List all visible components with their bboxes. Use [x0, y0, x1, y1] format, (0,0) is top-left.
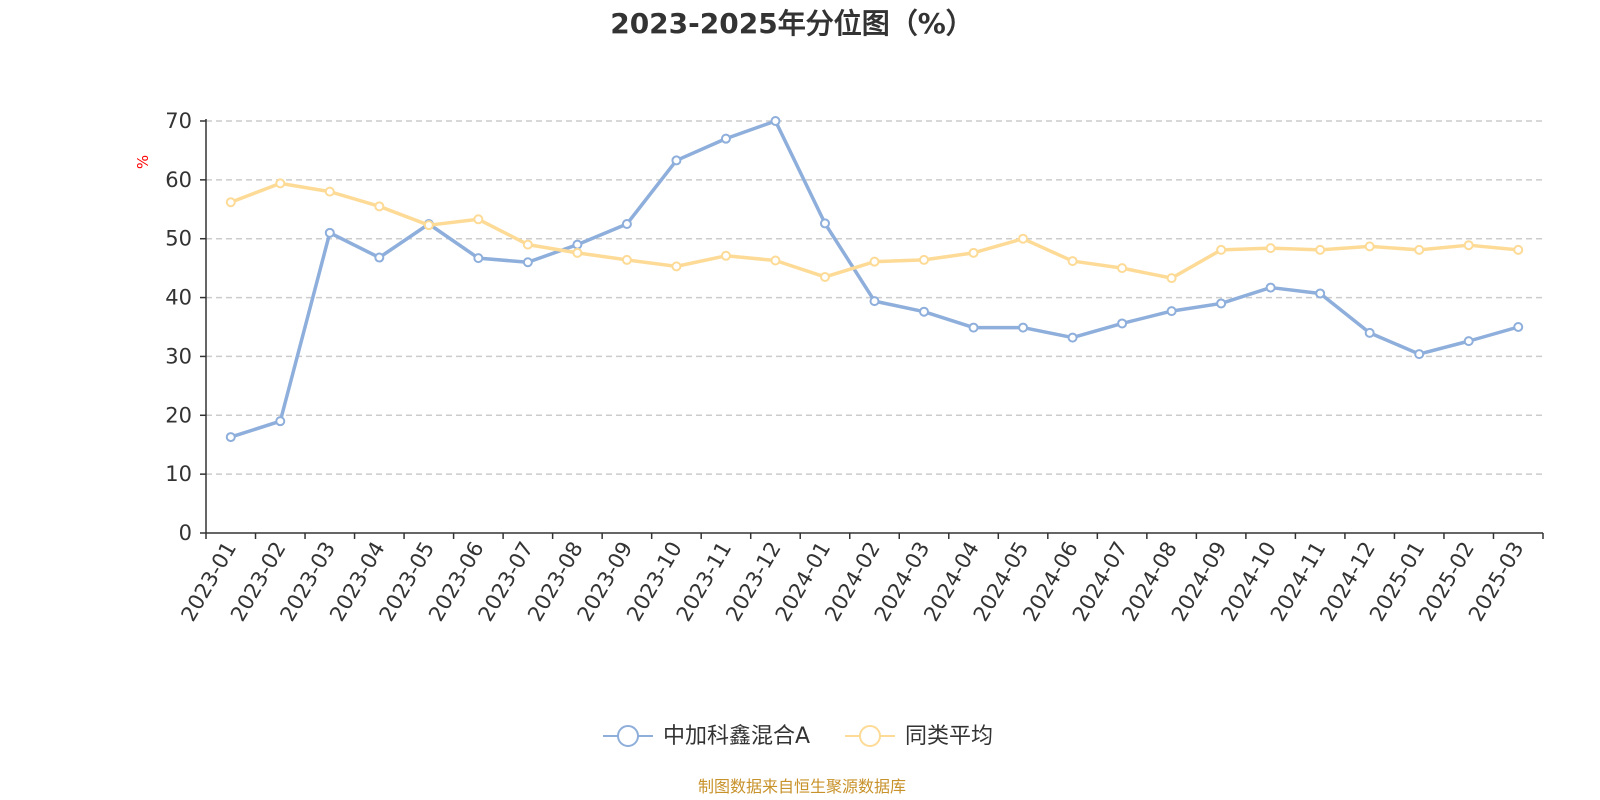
y-tick-label: 10 [165, 462, 192, 486]
data-point [324, 227, 335, 238]
data-point [1067, 256, 1078, 267]
legend-swatch-marker [859, 725, 881, 747]
series-2 [225, 178, 1524, 284]
data-point [374, 201, 385, 212]
data-point [225, 432, 236, 443]
data-point [1166, 273, 1177, 284]
data-point [1265, 282, 1276, 293]
y-tick-label: 40 [165, 286, 192, 310]
data-point [1414, 244, 1425, 255]
data-point [473, 253, 484, 264]
data-point [1315, 288, 1326, 299]
data-point [1463, 240, 1474, 251]
data-point [770, 255, 781, 266]
legend-item-series-1[interactable]: 中加科鑫混合A [603, 724, 810, 749]
data-point [1216, 298, 1227, 309]
data-point [1216, 244, 1227, 255]
y-tick-label: 50 [165, 227, 192, 251]
y-tick-label: 20 [165, 403, 192, 427]
data-point [671, 155, 682, 166]
data-point [720, 133, 731, 144]
data-point [1463, 336, 1474, 347]
legend: 中加科鑫混合A 同类平均 [603, 724, 993, 749]
axes: 0102030405060702023-012023-022023-032023… [165, 109, 1544, 625]
data-point [1018, 322, 1029, 333]
legend-label-series-2: 同类平均 [905, 724, 993, 749]
data-point [720, 250, 731, 261]
data-point [968, 322, 979, 333]
data-point [1364, 327, 1375, 338]
data-point [770, 116, 781, 126]
data-point [1067, 332, 1078, 343]
y-tick-label: 60 [165, 168, 192, 192]
legend-swatch-marker [617, 725, 639, 747]
data-point [572, 239, 583, 250]
data-point [522, 239, 533, 250]
data-point [1315, 244, 1326, 255]
data-point [869, 256, 880, 267]
data-point [473, 214, 484, 225]
legend-item-series-2[interactable]: 同类平均 [845, 724, 993, 749]
data-point [275, 416, 286, 427]
data-point [1513, 244, 1524, 255]
data-point [671, 261, 682, 272]
data-point [1166, 306, 1177, 317]
data-point [1018, 233, 1029, 244]
data-point [1513, 322, 1524, 332]
data-point [225, 197, 236, 208]
data-point [968, 247, 979, 258]
series-1 [225, 116, 1524, 443]
y-axis-unit-label: % [134, 155, 152, 169]
data-point [819, 271, 830, 282]
data-point [621, 254, 632, 265]
data-point [869, 296, 880, 307]
data-point [621, 219, 632, 229]
chart-title: 2023-2025年分位图（%） [610, 7, 974, 40]
data-point [374, 252, 385, 263]
data-point [572, 247, 583, 258]
series-lines [225, 116, 1524, 443]
data-point [819, 218, 830, 229]
y-tick-label: 30 [165, 344, 192, 368]
data-source-note: 制图数据来自恒生聚源数据库 [698, 777, 906, 796]
y-tick-label: 70 [165, 109, 192, 133]
y-tick-label: 0 [179, 521, 192, 545]
data-point [1414, 349, 1425, 360]
series-line [229, 119, 1520, 439]
data-point [1364, 241, 1375, 252]
data-point [1265, 243, 1276, 254]
data-point [919, 254, 930, 265]
data-point [423, 220, 434, 231]
data-point [1117, 263, 1128, 274]
data-point [1117, 318, 1128, 329]
data-point [919, 306, 930, 317]
data-point [324, 186, 335, 197]
legend-label-series-1: 中加科鑫混合A [663, 724, 810, 749]
data-point [275, 178, 286, 189]
data-point [522, 257, 533, 268]
